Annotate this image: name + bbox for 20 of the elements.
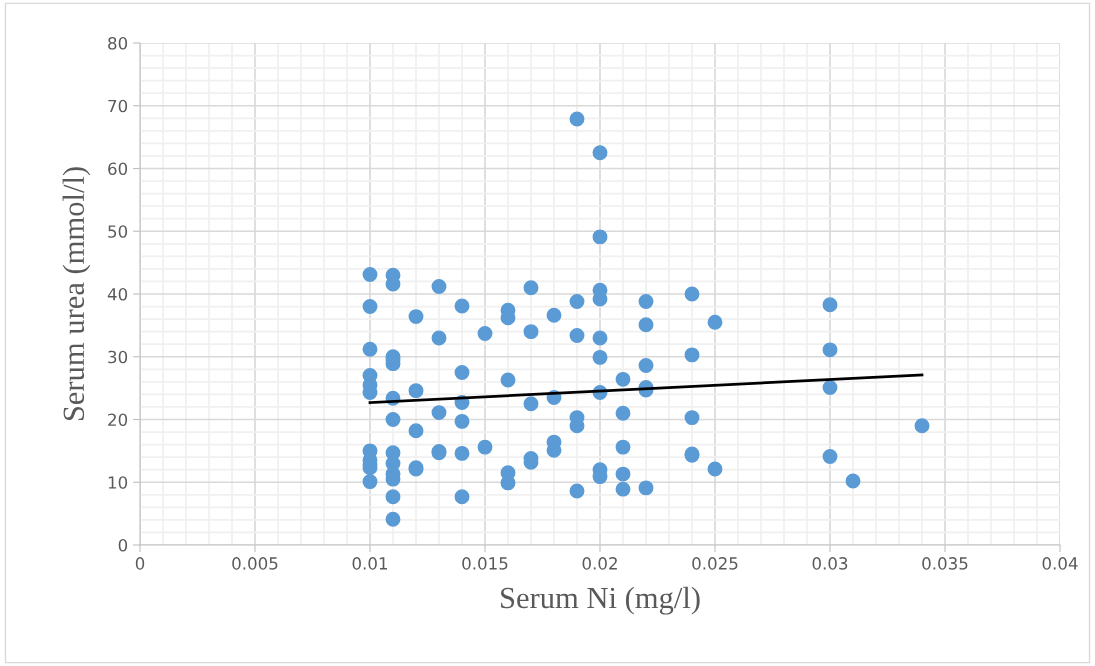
y-tick-label: 40: [107, 287, 128, 301]
x-tick-label: 0.02: [582, 557, 617, 570]
y-tick-label: 10: [108, 476, 128, 489]
x-tick-label: 0.04: [1042, 557, 1078, 570]
y-tick-label: 70: [108, 99, 128, 113]
y-tick-label: 20: [108, 413, 128, 427]
x-tick-label: 0.03: [812, 557, 848, 570]
y-tick-label: 60: [108, 162, 128, 176]
x-tick-label: 0.01: [352, 557, 388, 570]
x-axis-title: Serum Ni (mg/l): [501, 586, 700, 615]
x-tick-label: 0.025: [692, 557, 738, 570]
x-tick-label: 0: [135, 557, 145, 570]
y-tick-label: 50: [108, 225, 128, 238]
x-tick-label: 0.015: [462, 557, 508, 570]
y-axis-title: Serum urea (mmol/l): [62, 167, 91, 421]
y-tick-label: 80: [108, 36, 128, 50]
y-tick-label: 0: [118, 538, 128, 552]
y-tick-label: 30: [108, 350, 128, 364]
x-tick-label: 0.035: [922, 557, 968, 570]
x-tick-label: 0.005: [232, 557, 278, 570]
